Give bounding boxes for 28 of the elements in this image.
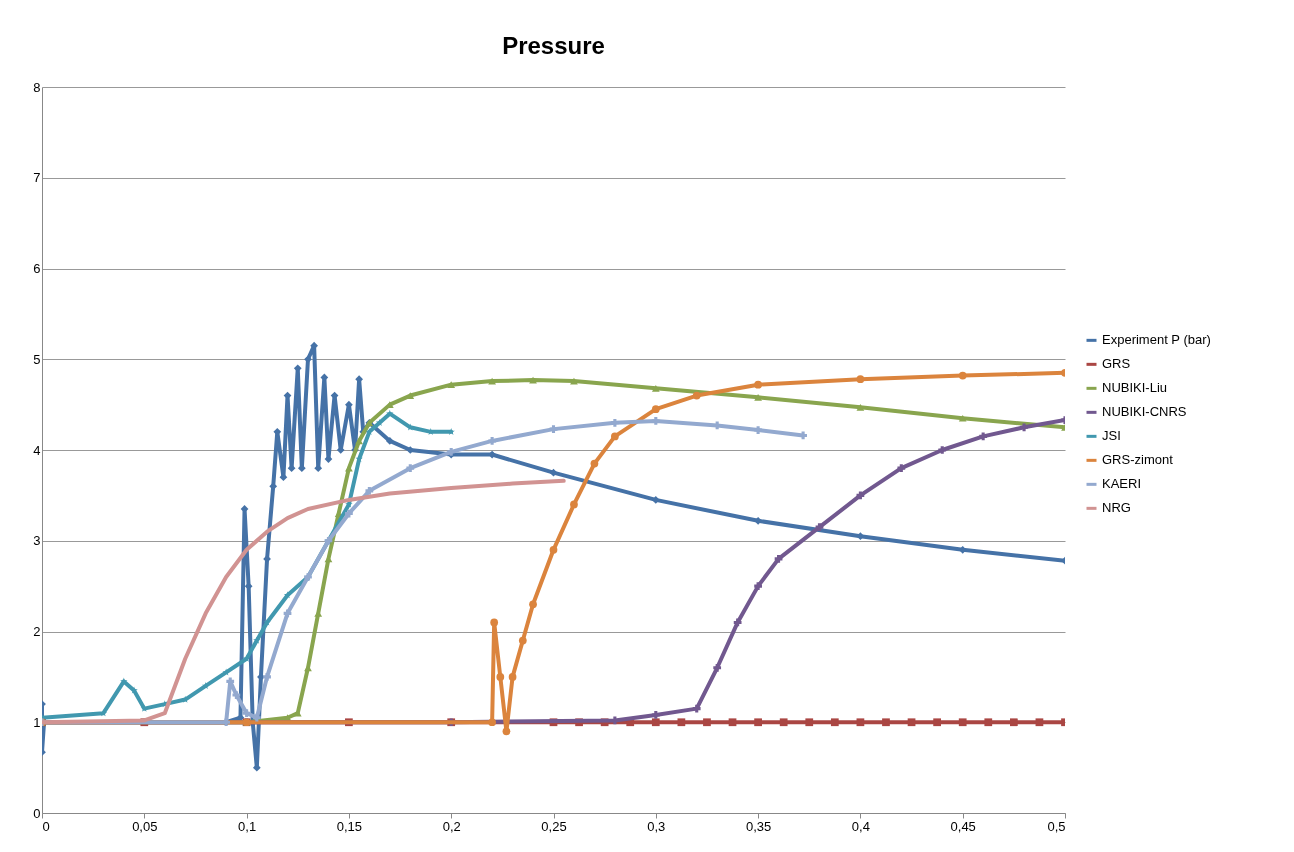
y-tick-label: 5 — [33, 351, 41, 367]
legend-label: NUBIKI-Liu — [1102, 380, 1168, 396]
y-tick-label: 1 — [33, 714, 41, 730]
legend-label: NUBIKI-CNRS — [1102, 404, 1187, 420]
y-tick-label: 7 — [33, 170, 41, 186]
chart-title: Pressure — [502, 32, 605, 59]
x-tick-label: 0,25 — [541, 818, 567, 834]
x-tick-label: 0,3 — [647, 818, 666, 834]
y-tick-label: 4 — [33, 442, 41, 458]
legend-label: Experiment P (bar) — [1102, 332, 1211, 348]
legend-label: KAERI — [1102, 476, 1142, 492]
y-tick-label: 6 — [33, 261, 41, 276]
y-tick-label: 0 — [33, 805, 41, 821]
legend-label: NRG — [1102, 500, 1131, 516]
y-tick-label: 2 — [33, 624, 41, 639]
x-tick-label: 0,45 — [950, 818, 976, 834]
x-tick-label: 0,35 — [745, 818, 772, 834]
x-tick-label: 0,15 — [336, 818, 363, 834]
x-tick-label: 0,05 — [132, 818, 158, 834]
x-tick-label: 0,4 — [851, 818, 870, 834]
x-tick-label: 0,2 — [442, 818, 461, 834]
legend-label: GRS — [1102, 356, 1131, 372]
legend-label: JSI — [1102, 428, 1121, 444]
y-tick-label: 3 — [33, 533, 41, 549]
x-tick-label: 0,1 — [238, 818, 257, 834]
x-tick-label: 0,5 — [1047, 818, 1066, 834]
legend-label: GRS-zimont — [1102, 452, 1174, 468]
y-tick-label: 8 — [33, 79, 41, 95]
